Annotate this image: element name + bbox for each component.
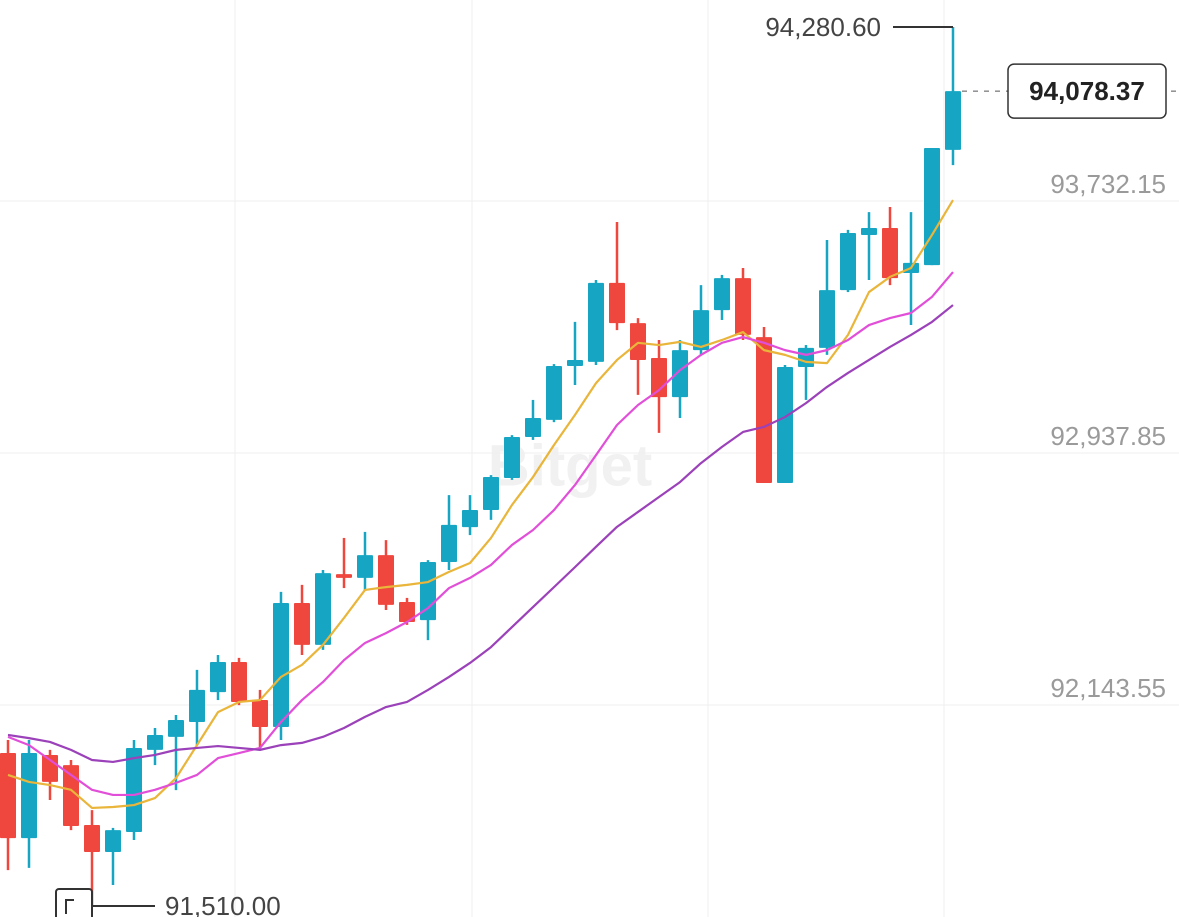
y-tick-label: 92,937.85 bbox=[1050, 421, 1166, 451]
candle-body bbox=[693, 310, 709, 351]
candle-body bbox=[525, 418, 541, 438]
candle-body bbox=[441, 524, 457, 563]
candle-body bbox=[861, 227, 877, 235]
candle-body bbox=[945, 91, 961, 150]
candle-body bbox=[147, 734, 163, 750]
low-marker-icon bbox=[55, 887, 93, 917]
high-marker-label: 94,280.60 bbox=[765, 12, 881, 42]
candle-body bbox=[336, 574, 352, 578]
candle-body bbox=[63, 765, 79, 827]
candle-body bbox=[672, 350, 688, 398]
y-tick-label: 93,732.15 bbox=[1050, 169, 1166, 199]
candle-body bbox=[546, 365, 562, 420]
candle-body bbox=[798, 347, 814, 367]
candle-body bbox=[189, 689, 205, 722]
candle-body bbox=[168, 720, 184, 737]
candle-body bbox=[819, 290, 835, 348]
candle-body bbox=[567, 359, 583, 366]
candle-body bbox=[756, 337, 772, 484]
candle-body bbox=[714, 278, 730, 311]
candle-body bbox=[210, 661, 226, 693]
candle-body bbox=[273, 602, 289, 728]
candle-body bbox=[105, 830, 121, 853]
candle-body bbox=[777, 366, 793, 484]
candle-body bbox=[462, 510, 478, 528]
candle-body bbox=[21, 753, 37, 839]
last-price-box bbox=[1007, 63, 1167, 119]
candle-body bbox=[735, 278, 751, 335]
candle-body bbox=[0, 753, 16, 839]
moving-average-line bbox=[7, 199, 954, 810]
candle-body bbox=[84, 825, 100, 853]
low-marker-label: 91,510.00 bbox=[165, 891, 281, 917]
y-tick-label: 92,143.55 bbox=[1050, 673, 1166, 703]
candle-body bbox=[630, 323, 646, 360]
candle-body bbox=[483, 477, 499, 511]
moving-average-line bbox=[7, 304, 954, 764]
candle-body bbox=[399, 602, 415, 623]
candle-body bbox=[252, 700, 268, 728]
candle-body bbox=[294, 602, 310, 645]
last-price-label: 94,078.37 bbox=[1029, 76, 1145, 106]
candle-body bbox=[882, 227, 898, 279]
candle-body bbox=[231, 661, 247, 702]
low-marker-icon-glyph bbox=[65, 898, 74, 914]
candle-body bbox=[315, 573, 331, 645]
candle-body bbox=[357, 555, 373, 578]
candle-body bbox=[378, 555, 394, 605]
candle-body bbox=[588, 282, 604, 362]
candle-body bbox=[609, 282, 625, 324]
candle-body bbox=[126, 747, 142, 833]
candle-body bbox=[924, 148, 940, 266]
candle-body bbox=[840, 233, 856, 291]
moving-average-line bbox=[7, 271, 954, 797]
candle-body bbox=[504, 437, 520, 478]
